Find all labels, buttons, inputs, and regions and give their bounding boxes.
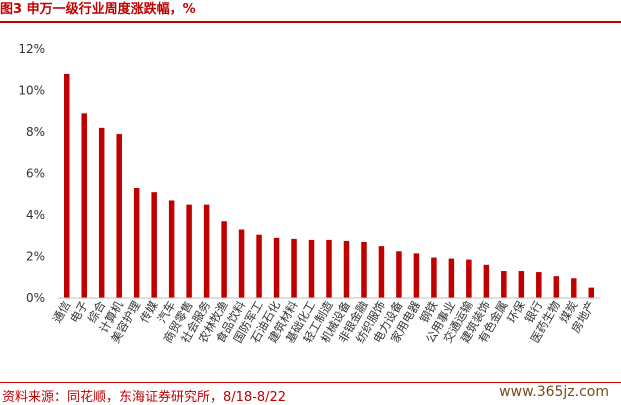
- y-tick-label: 2%: [26, 250, 45, 264]
- bar: [571, 278, 577, 298]
- watermark: www.365jz.com: [497, 384, 611, 400]
- bar: [98, 127, 105, 298]
- bar: [203, 204, 210, 298]
- bar: [536, 272, 542, 298]
- x-axis-labels: 通信电子综合计算机美容护理传媒汽车商贸零售社会服务农林牧渔食品饮料国防军工石油石…: [50, 298, 598, 345]
- bar: [238, 229, 245, 298]
- y-tick-label: 0%: [26, 291, 45, 305]
- bar: [466, 259, 472, 298]
- bar-chart: 0% 2% 4% 6% 8% 10% 12% 通信电子综合计算机美容护理传媒汽车商贸零售社会…: [18, 42, 600, 345]
- bar: [308, 239, 315, 298]
- bar: [518, 271, 525, 298]
- bar: [326, 239, 332, 298]
- bar: [483, 264, 490, 298]
- bar: [501, 271, 507, 298]
- bar: [343, 240, 350, 298]
- bar: [431, 257, 437, 298]
- footer-divider: [0, 382, 621, 383]
- title-divider: [0, 21, 621, 23]
- bar: [256, 234, 262, 298]
- bar: [413, 253, 420, 298]
- y-tick-label: 4%: [26, 208, 45, 222]
- bar: [151, 192, 157, 298]
- bar: [553, 276, 560, 298]
- bar: [588, 287, 595, 298]
- bar: [291, 238, 297, 298]
- bar: [361, 241, 367, 298]
- y-tick-label: 8%: [26, 125, 45, 139]
- bar: [81, 113, 87, 298]
- bar: [63, 73, 70, 299]
- y-tick-label: 10%: [18, 84, 45, 98]
- chart-title: 图3 申万一级行业周度涨跌幅，%: [0, 2, 196, 17]
- y-axis: 0% 2% 4% 6% 8% 10% 12%: [18, 42, 45, 305]
- y-tick-label: 6%: [26, 167, 45, 181]
- bar: [186, 204, 192, 298]
- bar: [221, 221, 227, 298]
- bar: [448, 258, 455, 298]
- bar: [168, 200, 175, 298]
- bar: [133, 188, 140, 298]
- bars: [63, 73, 595, 299]
- y-tick-label: 12%: [18, 42, 45, 56]
- source-note: 资料来源：同花顺，东海证券研究所，8/18-8/22: [2, 390, 287, 405]
- bar: [396, 251, 402, 298]
- bar: [273, 237, 280, 298]
- bar: [116, 134, 122, 298]
- bar: [378, 246, 385, 298]
